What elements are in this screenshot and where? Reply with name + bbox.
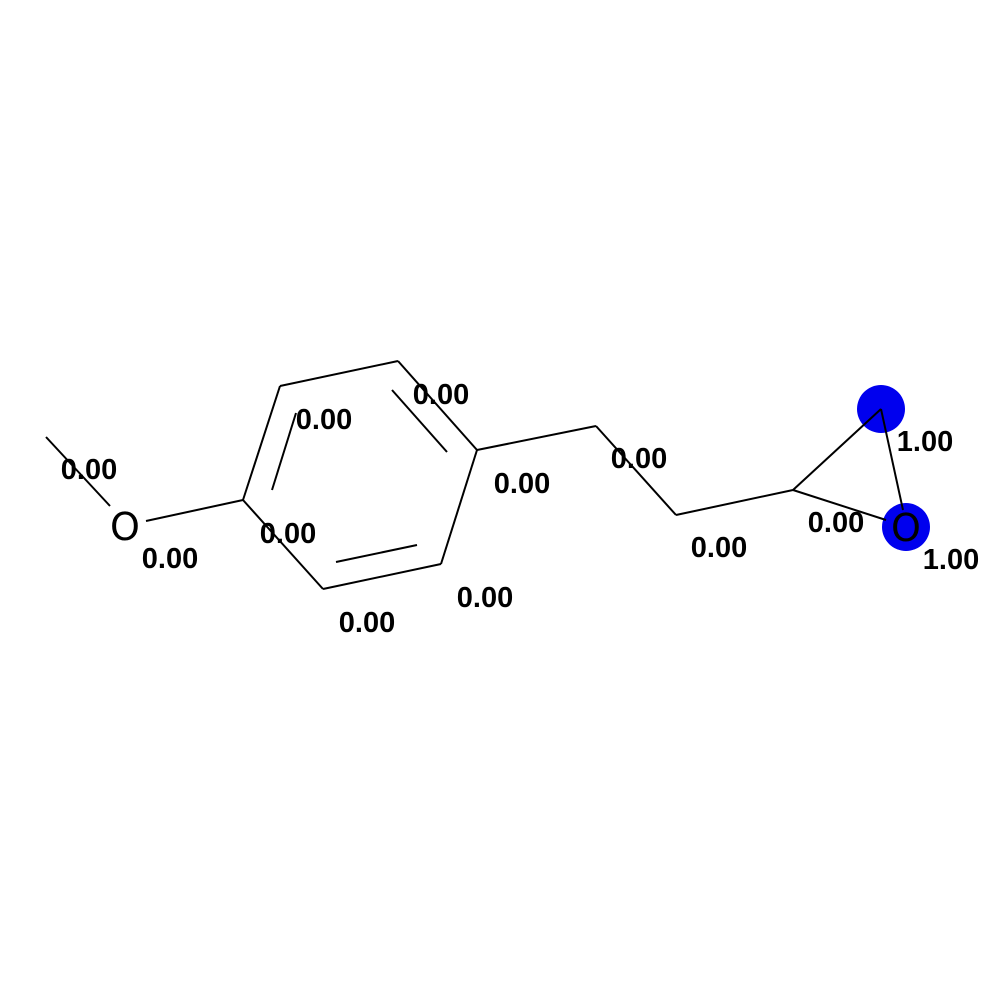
score-ring-c4: 0.00 (494, 468, 550, 500)
bond-ring-ch2a (476, 425, 597, 451)
score-labels: 0.00 0.00 0.00 0.00 0.00 0.00 0.00 0.00 … (61, 379, 979, 639)
score-ch2-b: 0.00 (691, 532, 747, 564)
score-ring-c3: 0.00 (413, 379, 469, 411)
bond-o-ring (145, 499, 244, 522)
bond-epox-ch2 (792, 408, 882, 491)
score-ring-c6: 0.00 (339, 607, 395, 639)
score-methoxy-oxygen: 0.00 (142, 543, 198, 575)
score-ring-c5: 0.00 (457, 582, 513, 614)
bond-ring-2 (279, 360, 399, 387)
bond-methyl-o (45, 436, 111, 507)
score-epoxide-oxygen: 1.00 (923, 544, 979, 576)
atom-label-methoxy-oxygen: O (110, 505, 140, 549)
score-epoxide-ch2: 1.00 (897, 426, 953, 458)
bond-ring-5 (322, 563, 442, 590)
score-ch2-a: 0.00 (611, 443, 667, 475)
score-ring-c2: 0.00 (296, 404, 352, 436)
score-ring-c1: 0.00 (260, 518, 316, 550)
bond-ring-3-inner (391, 389, 448, 453)
bonds (45, 360, 904, 590)
bond-ch2-o (880, 408, 904, 511)
score-methyl: 0.00 (61, 454, 117, 486)
bond-ring-3 (397, 360, 478, 451)
bond-epox-o (792, 489, 887, 521)
bond-ch2b-epox (675, 489, 794, 516)
bond-ring-4 (440, 449, 478, 565)
atom-label-epoxide-oxygen: O (891, 506, 921, 550)
bond-ring-6 (242, 499, 324, 590)
score-epoxide-ch: 0.00 (808, 507, 864, 539)
bond-ring-1 (242, 385, 281, 501)
bond-ring-5-inner (335, 544, 418, 563)
bond-ch2a-ch2b (595, 425, 677, 516)
bond-ring-1-inner (271, 412, 297, 491)
highlight-epoxide-oxygen (882, 503, 930, 551)
